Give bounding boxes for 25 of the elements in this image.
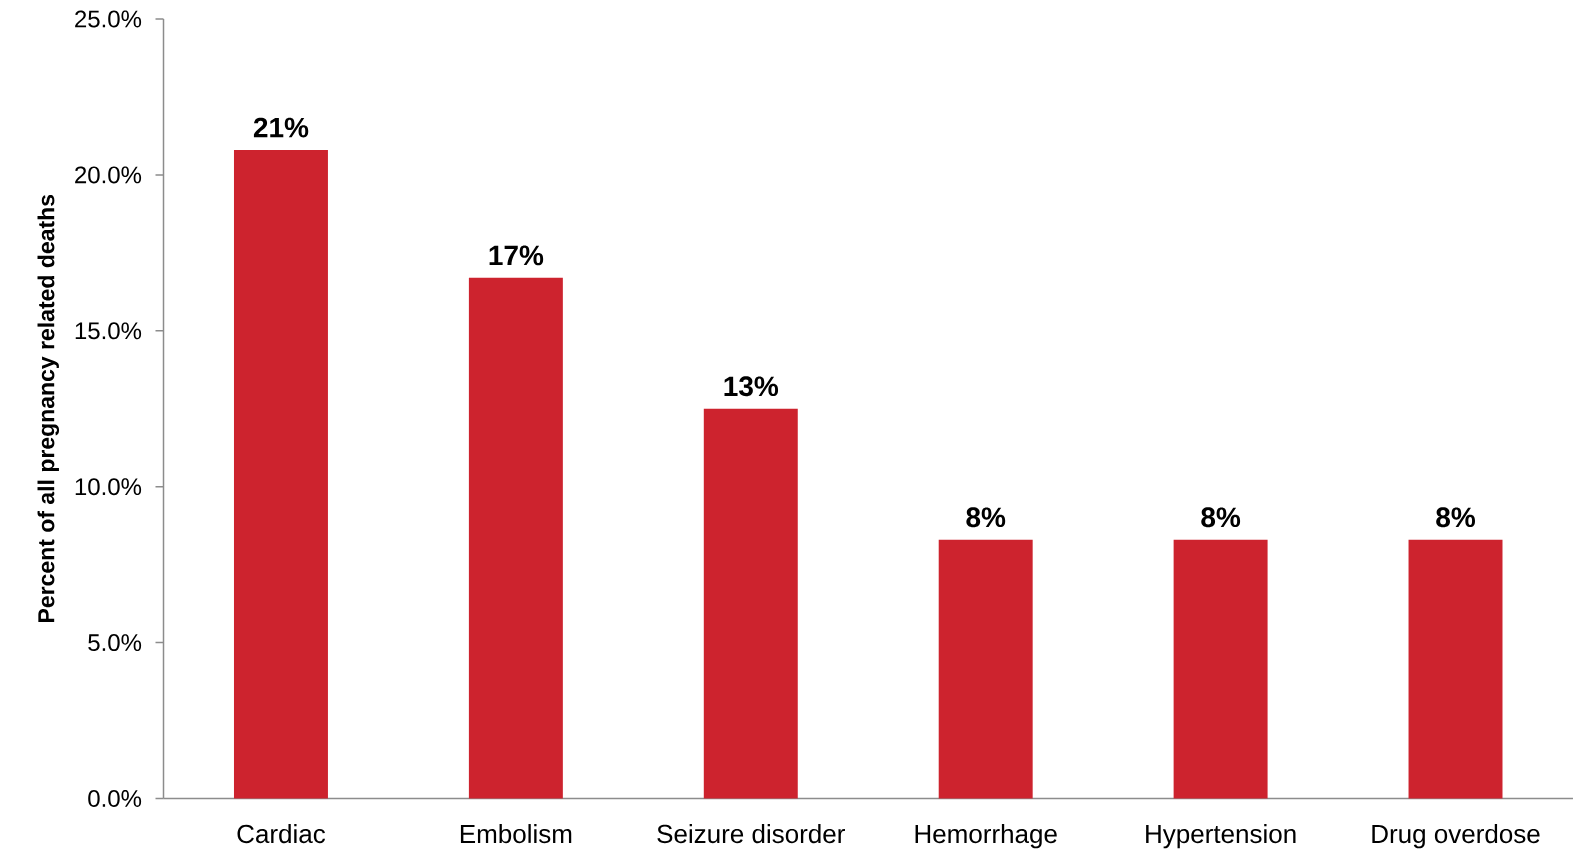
y-tick-label: 20.0% <box>75 166 142 184</box>
x-tick-label: Cardiac <box>237 824 326 844</box>
y-tick-label: 25.0% <box>75 10 142 28</box>
x-tick-label: Seizure disorder <box>657 824 845 844</box>
y-tick-label: 15.0% <box>75 322 142 340</box>
bar <box>1173 539 1268 799</box>
data-label: 8% <box>1436 507 1475 528</box>
y-tick-label: 5.0% <box>88 634 142 652</box>
bar <box>233 149 328 799</box>
y-axis-title: Percent of all pregnancy related deaths <box>37 194 60 622</box>
y-tick-label: 10.0% <box>75 478 142 496</box>
y-tick-label: 0.0% <box>88 790 142 807</box>
data-label: 21% <box>253 117 309 138</box>
x-tick-label: Embolism <box>460 824 572 844</box>
x-tick-label: Hemorrhage <box>915 824 1057 849</box>
bar <box>468 277 563 799</box>
data-label: 8% <box>1201 507 1241 528</box>
data-label: 13% <box>724 376 779 397</box>
x-tick-label: Drug overdose <box>1372 824 1540 849</box>
x-tick-label: Hypertension <box>1146 824 1296 849</box>
bar <box>703 408 798 799</box>
data-label: 17% <box>489 245 544 266</box>
data-label: 8% <box>966 507 1006 528</box>
bar <box>1408 539 1503 799</box>
bar <box>938 539 1033 799</box>
